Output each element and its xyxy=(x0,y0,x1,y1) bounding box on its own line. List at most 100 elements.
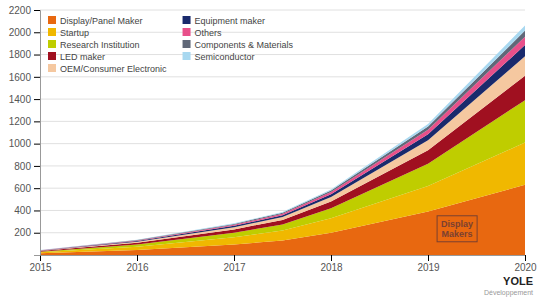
tick: 1600 xyxy=(9,72,40,83)
legend-label: OEM/Consumer Electronic xyxy=(60,64,167,74)
legend-label: Startup xyxy=(60,28,89,38)
tick-mark xyxy=(34,99,40,100)
grid-line xyxy=(40,10,525,11)
legend-swatch xyxy=(48,52,56,60)
tick-mark xyxy=(525,255,526,261)
legend-label: Display/Panel Maker xyxy=(60,16,143,26)
tick-label: 600 xyxy=(14,183,31,194)
tick: 200 xyxy=(14,227,40,238)
legend-swatch xyxy=(48,64,56,72)
area xyxy=(40,31,525,251)
tick-mark xyxy=(34,121,40,122)
tick-label: 2000 xyxy=(9,27,32,38)
plot-area xyxy=(40,26,525,255)
legend-item: Others xyxy=(183,28,223,38)
tick: 2018 xyxy=(320,255,343,273)
legend-label: LED maker xyxy=(60,52,105,62)
tick: 2016 xyxy=(126,255,149,273)
tick-mark xyxy=(34,55,40,56)
legend-swatch xyxy=(183,52,191,60)
area xyxy=(40,56,525,251)
legend-item: OEM/Consumer Electronic xyxy=(48,64,167,74)
tick-label: 2200 xyxy=(9,5,32,16)
legend-label: Components & Materials xyxy=(195,40,294,50)
tick-mark xyxy=(34,10,40,11)
legend-label: Others xyxy=(195,28,223,38)
tick-label: 2017 xyxy=(223,262,246,273)
tick-label: 2019 xyxy=(417,262,440,273)
tick: 1200 xyxy=(9,116,40,127)
tick-mark xyxy=(331,255,332,261)
legend-swatch xyxy=(183,40,191,48)
tick-label: 2020 xyxy=(514,262,537,273)
area xyxy=(40,26,525,251)
tick: 600 xyxy=(14,183,40,194)
tick-label: 800 xyxy=(14,161,31,172)
legend-swatch xyxy=(48,16,56,24)
area xyxy=(40,45,525,251)
tick-label: 1000 xyxy=(9,138,32,149)
tick-label: 2015 xyxy=(29,262,52,273)
tick-mark xyxy=(34,32,40,33)
legend-label: Research Institution xyxy=(60,40,140,50)
legend-swatch xyxy=(183,16,191,24)
tick-label: 1400 xyxy=(9,94,32,105)
legend-item: Startup xyxy=(48,28,89,38)
legend-swatch xyxy=(183,28,191,36)
legend-swatch xyxy=(48,40,56,48)
tick-mark xyxy=(34,233,40,234)
tick-label: 400 xyxy=(14,205,31,216)
tick-mark xyxy=(428,255,429,261)
annotation-box xyxy=(437,216,477,242)
grid-line xyxy=(40,32,525,33)
legend-item: LED maker xyxy=(48,52,105,62)
tick-label: 1600 xyxy=(9,72,32,83)
area xyxy=(40,37,525,251)
legend: Display/Panel Maker Startup Research Insti… xyxy=(48,16,294,74)
tick-mark xyxy=(34,210,40,211)
tick: 1400 xyxy=(9,94,40,105)
tick: 400 xyxy=(14,205,40,216)
tick-mark xyxy=(234,255,235,261)
axis-line xyxy=(41,256,526,262)
chart: 2015 2016 2017 2018 2019 2020 200 400 600 800 1000… xyxy=(0,0,539,299)
tick: 2000 xyxy=(9,27,40,38)
tick-mark xyxy=(34,166,40,167)
legend-item: Components & Materials xyxy=(183,40,294,50)
tick-mark xyxy=(34,77,40,78)
logo-text: YOLE xyxy=(503,275,533,287)
tick: 2015 xyxy=(29,255,52,273)
annotation: DisplayMakers xyxy=(437,216,477,242)
tick: 800 xyxy=(14,161,40,172)
grid-line xyxy=(40,54,525,55)
tick: 1800 xyxy=(9,49,40,60)
tick-label: 2016 xyxy=(126,262,149,273)
x-axis: 2015 2016 2017 2018 2019 2020 xyxy=(29,255,537,273)
legend-label: Semiconductor xyxy=(195,52,255,62)
y-axis: 200 400 600 800 1000 1200 1400 1600 1800 2000 2200 xyxy=(9,5,41,256)
legend-label: Equipment maker xyxy=(195,16,266,26)
tick-mark xyxy=(34,144,40,145)
tick-label: 1200 xyxy=(9,116,32,127)
tick-label: 200 xyxy=(14,227,31,238)
tick: 2200 xyxy=(9,5,40,16)
legend-swatch xyxy=(48,28,56,36)
tick-label: 2018 xyxy=(320,262,343,273)
annotation-text: DisplayMakers xyxy=(441,219,473,239)
tick-mark xyxy=(137,255,138,261)
legend-item: Equipment maker xyxy=(183,16,266,26)
legend-item: Research Institution xyxy=(48,40,140,50)
tick-mark xyxy=(34,188,40,189)
annotation-line: Makers xyxy=(442,229,473,239)
tick: 2019 xyxy=(417,255,440,273)
grid-line xyxy=(40,76,525,77)
tick: 2017 xyxy=(223,255,246,273)
logo-text: Développement xyxy=(484,289,533,297)
legend-item: Semiconductor xyxy=(183,52,255,62)
legend-item: Display/Panel Maker xyxy=(48,16,143,26)
tick: 1000 xyxy=(9,138,40,149)
axis-line xyxy=(34,11,41,256)
annotation-line: Display xyxy=(441,219,473,229)
tick-label: 1800 xyxy=(9,49,32,60)
tick: 2020 xyxy=(514,255,537,273)
